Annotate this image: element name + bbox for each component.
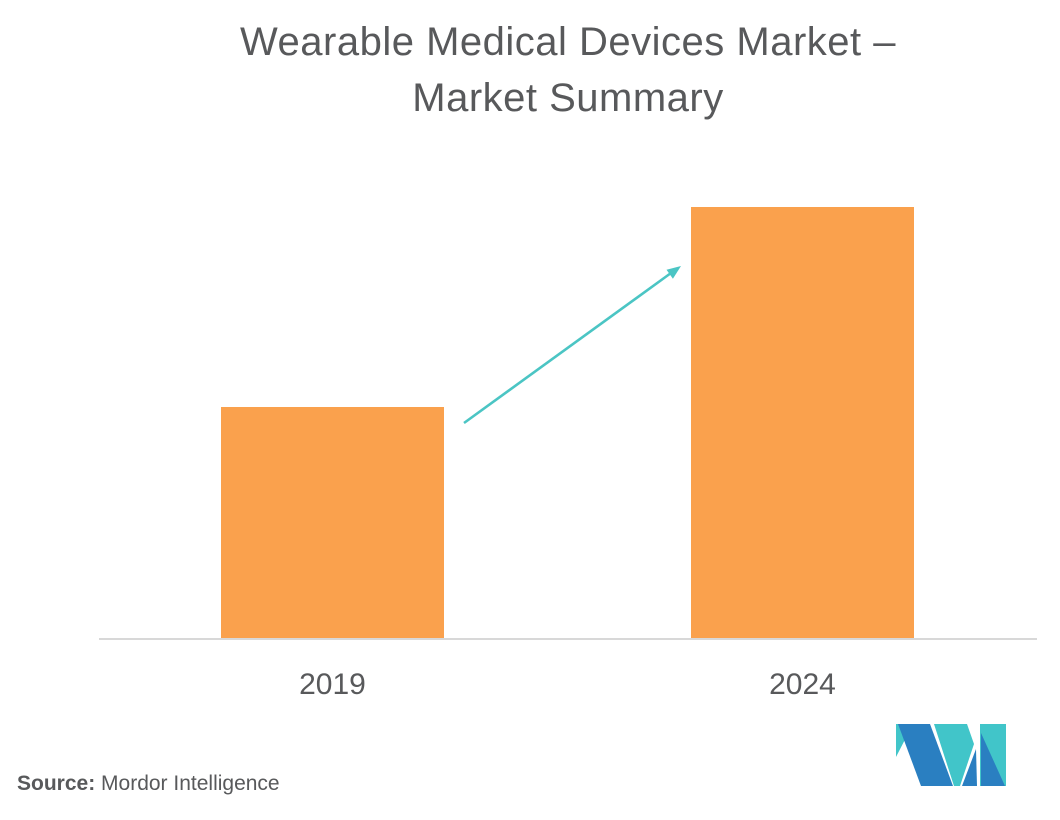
logo-m-diagonal-blue <box>898 724 953 786</box>
source-label: Source: <box>17 772 96 795</box>
mordor-intelligence-logo-icon <box>896 724 1006 786</box>
logo-m-diagonal-teal <box>934 724 974 786</box>
source-text: Mordor Intelligence <box>95 772 280 795</box>
chart-title-line1: Wearable Medical Devices Market – <box>239 20 896 64</box>
bar-2019 <box>221 407 444 638</box>
x-tick-label-2024: 2024 <box>769 668 836 701</box>
chart-title-line2: Market Summary <box>412 76 724 120</box>
growth-arrow-head <box>666 266 681 279</box>
x-axis-line <box>99 638 1037 640</box>
chart-title: Wearable Medical Devices Market – Market… <box>99 14 1037 126</box>
logo-i-triangle <box>981 733 1005 786</box>
bar-2024 <box>691 207 914 638</box>
source-line: Source: Mordor Intelligence <box>17 772 280 796</box>
growth-arrow-line <box>463 271 672 425</box>
logo-m-right-wedge <box>962 749 977 786</box>
x-tick-label-2019: 2019 <box>299 668 366 701</box>
growth-arrow-icon <box>463 266 681 425</box>
